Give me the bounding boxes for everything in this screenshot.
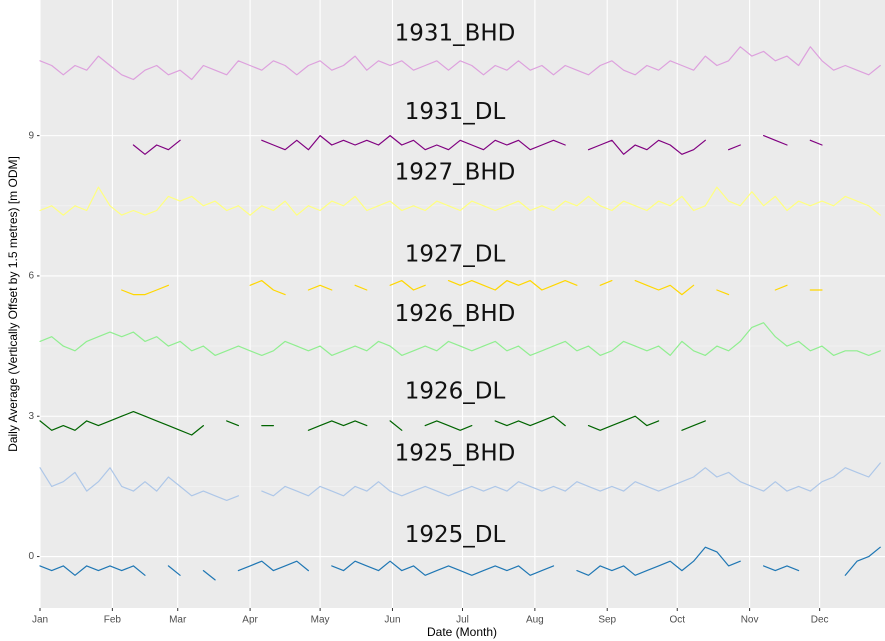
series-line [39,322,881,356]
x-tick-label: May [311,615,330,626]
x-axis-title: Date (Month) [427,625,497,639]
x-tick-label: Nov [741,615,759,626]
series-line [132,135,823,155]
y-tick-label: 3 [28,411,34,422]
series-line [39,546,881,581]
x-tick-label: Oct [669,615,685,626]
y-tick-label: 6 [28,271,34,282]
series-label: 1931_DL [405,99,506,125]
series-line [39,411,706,436]
x-tick-label: Sep [598,615,616,626]
series-label: 1926_BHD [395,301,516,327]
series-line [39,462,881,501]
y-axis-title: Daily Average (Vertically Offset by 1.5 … [6,156,20,452]
series-line [39,46,881,81]
series-label: 1931_BHD [395,20,516,46]
series-label: 1926_DL [405,379,506,405]
y-tick-label: 9 [28,130,34,141]
series-line [39,186,881,216]
x-tick-label: Apr [242,615,258,626]
x-tick-label: Feb [104,615,122,626]
x-tick-label: Dec [811,615,829,626]
y-tick-label: 0 [28,551,34,562]
series-label: 1925_BHD [395,440,516,466]
x-tick-label: Jun [384,615,400,626]
series-line [121,280,823,296]
x-tick-label: Jul [456,615,469,626]
x-tick-label: Jan [32,615,48,626]
x-tick-label: Mar [169,615,187,626]
series-label: 1927_BHD [395,160,516,186]
series-label: 1925_DL [405,522,506,548]
series-label: 1927_DL [405,241,506,267]
x-tick-label: Aug [526,615,544,626]
